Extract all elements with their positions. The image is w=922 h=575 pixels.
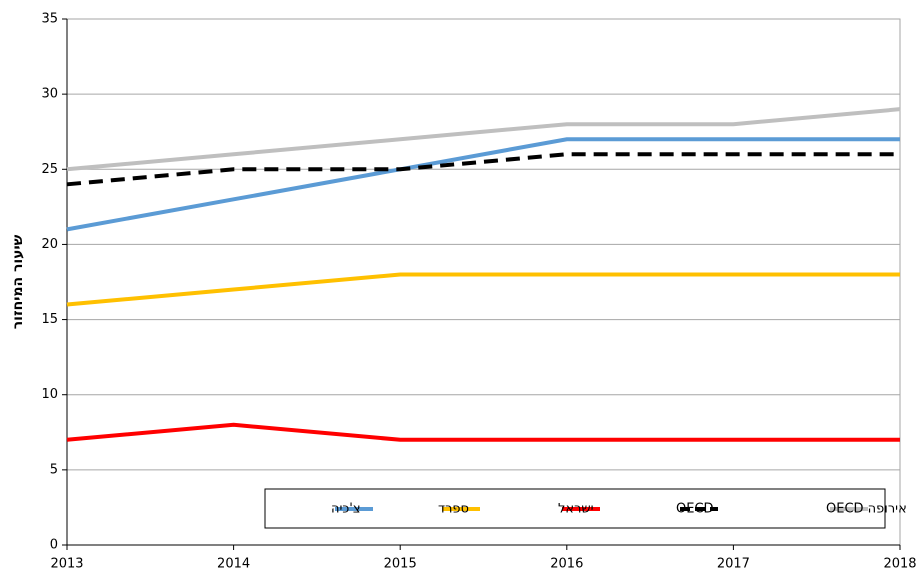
legend-label: צ'כיה [331, 502, 361, 517]
series-line [66, 152, 900, 187]
series-line [66, 272, 900, 307]
x-tick-label: 2015 [384, 557, 417, 572]
y-tick-label: 20 [41, 237, 58, 252]
y-tick-label: 0 [50, 538, 58, 553]
y-tick-label: 30 [41, 87, 58, 102]
legend-label: OECD [676, 502, 714, 517]
series-line [66, 107, 901, 172]
y-tick-label: 10 [41, 387, 58, 402]
x-tick-label: 2018 [883, 557, 916, 572]
x-tick-label: 2016 [550, 557, 583, 572]
series-line [66, 422, 900, 442]
y-tick-label: 5 [50, 462, 58, 477]
x-tick-label: 2014 [217, 557, 250, 572]
legend-label: ספרד [438, 502, 469, 517]
y-axis-label: שיעור המיחזור [10, 234, 26, 329]
x-tick-label: 2013 [50, 557, 83, 572]
y-tick-label: 35 [41, 12, 58, 27]
plot-area [66, 18, 901, 546]
series-line [66, 137, 900, 232]
legend-label: ישראל [558, 502, 594, 517]
y-tick-label: 15 [41, 312, 58, 327]
y-tick-label: 25 [41, 162, 58, 177]
x-tick-label: 2017 [717, 557, 750, 572]
legend-label: אירופה OECD [826, 502, 907, 517]
